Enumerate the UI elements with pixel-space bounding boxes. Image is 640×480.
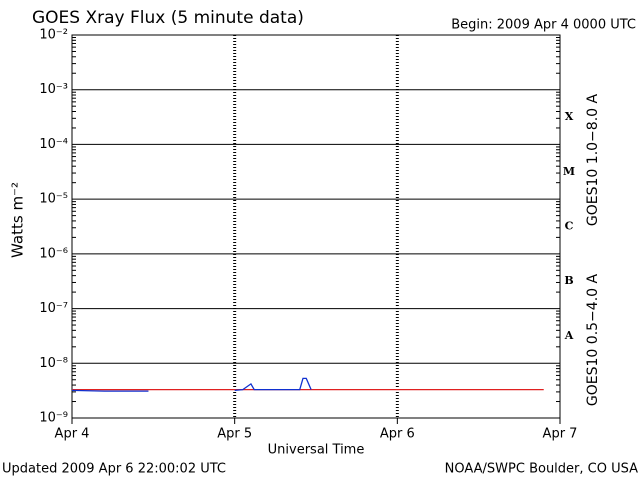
x-tick-label: Apr 4 [55, 427, 90, 442]
footer-left: Updated 2009 Apr 6 22:00:02 UTC [2, 462, 226, 477]
y-tick-label: 10⁻⁹ [39, 411, 68, 426]
plot-frame [71, 34, 561, 419]
y-tick-label: 10⁻² [39, 28, 68, 43]
chart-title: GOES Xray Flux (5 minute data) [32, 8, 304, 28]
x-tick-label: Apr 6 [380, 427, 415, 442]
legend-entry: GOES10 1.0−8.0 A [585, 94, 601, 227]
y-tick-label: 10⁻⁶ [39, 246, 68, 261]
flare-class-label: B [564, 274, 573, 287]
x-axis-label: Universal Time [268, 443, 365, 458]
y-tick-label: 10⁻⁷ [39, 301, 68, 316]
chart-subtitle: Begin: 2009 Apr 4 0000 UTC [451, 18, 636, 33]
y-tick-label: 10⁻⁵ [39, 192, 68, 207]
x-tick-label: Apr 5 [217, 427, 252, 442]
series-line [71, 377, 312, 392]
flare-class-label: X [565, 110, 574, 123]
y-tick-label: 10⁻³ [39, 82, 68, 97]
flare-class-label: C [565, 220, 574, 233]
flare-class-label: A [564, 329, 574, 342]
footer-right: NOAA/SWPC Boulder, CO USA [445, 462, 638, 477]
y-axis-label: Watts m⁻² [9, 182, 27, 258]
legend-entry: GOES10 0.5−4.0 A [585, 274, 601, 407]
flare-class-label: M [563, 165, 575, 178]
x-tick-label: Apr 7 [543, 427, 578, 442]
y-tick-label: 10⁻⁴ [39, 137, 68, 152]
y-tick-label: 10⁻⁸ [39, 356, 68, 371]
